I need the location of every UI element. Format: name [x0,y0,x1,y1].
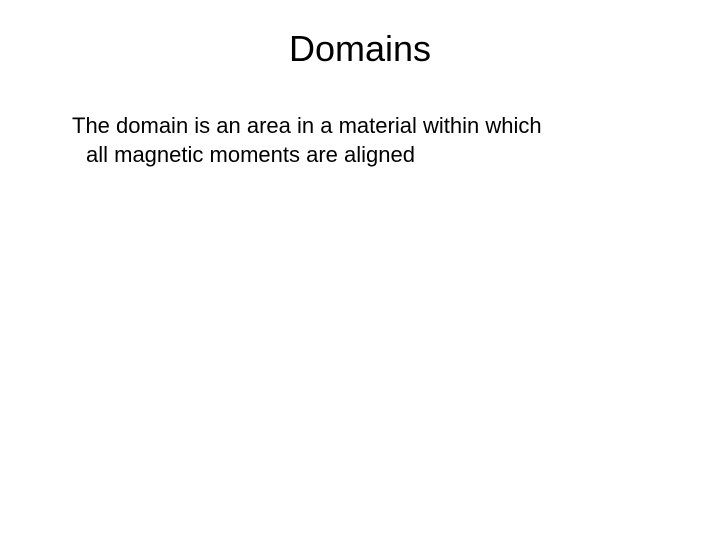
slide-body: The domain is an area in a material with… [0,112,720,169]
body-line-2: all magnetic moments are aligned [72,141,660,170]
body-line-1: The domain is an area in a material with… [72,113,542,138]
slide-title: Domains [0,28,720,70]
slide-container: Domains The domain is an area in a mater… [0,0,720,540]
